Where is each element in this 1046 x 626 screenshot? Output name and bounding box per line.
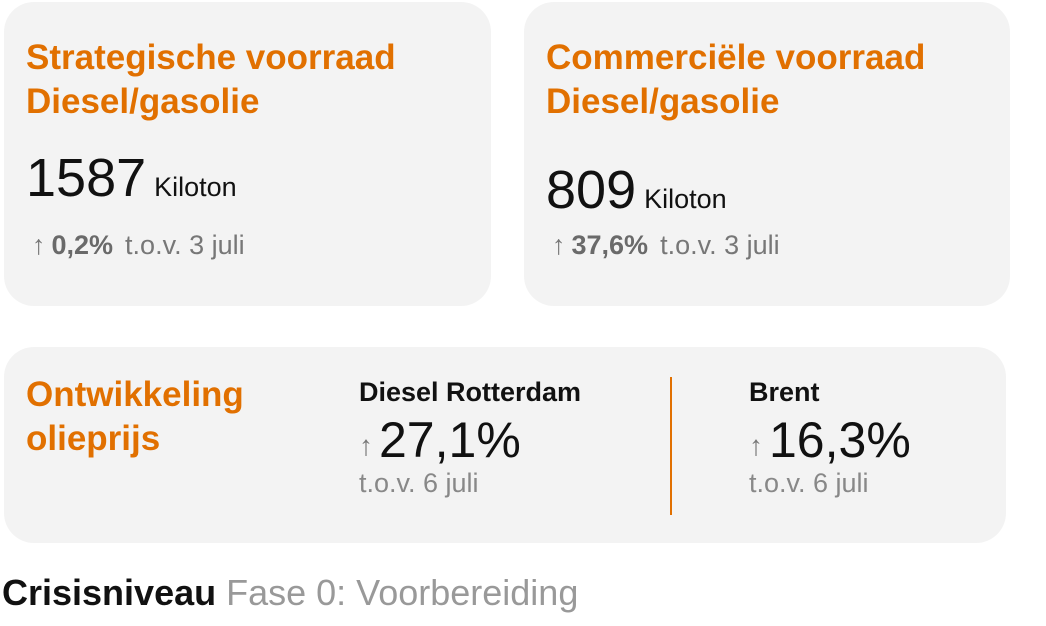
price-label: Brent	[749, 377, 820, 407]
price-brent: Brent ↑ 16,3% t.o.v. 6 juli	[749, 377, 911, 499]
change-value: 16,3%	[769, 412, 911, 468]
divider	[670, 377, 672, 515]
price-change: ↑ 27,1%	[359, 412, 581, 468]
title-line: Commerciële voorraad	[546, 38, 926, 77]
arrow-up-icon: ↑	[749, 430, 763, 461]
compare-text: t.o.v. 6 juli	[749, 468, 869, 498]
compare-text: t.o.v. 3 juli	[660, 230, 780, 260]
arrow-up-icon: ↑	[552, 230, 566, 260]
compare-text: t.o.v. 6 juli	[359, 468, 479, 498]
title-line: olieprijs	[26, 419, 161, 458]
arrow-up-icon: ↑	[32, 230, 46, 260]
title-line: Ontwikkeling	[26, 375, 244, 414]
unit: Kiloton	[644, 184, 727, 214]
value: 809	[546, 160, 637, 220]
card-strategic-stock: Strategische voorraad Diesel/gasolie 1587…	[4, 2, 491, 306]
arrow-up-icon: ↑	[359, 430, 373, 461]
change-value: 27,1%	[379, 412, 521, 468]
card-commercial-stock: Commerciële voorraad Diesel/gasolie 809 Ki…	[524, 2, 1010, 306]
card-oil-price: Ontwikkeling olieprijs Diesel Rotterdam ↑…	[4, 347, 1006, 543]
crisis-level: Crisisniveau Fase 0: Voorbereiding	[2, 572, 578, 614]
crisis-value: Fase 0: Voorbereiding	[226, 572, 579, 613]
change-value: 37,6%	[571, 230, 649, 260]
price-label: Diesel Rotterdam	[359, 377, 582, 407]
title-line: Diesel/gasolie	[546, 82, 780, 121]
compare-text: t.o.v. 3 juli	[125, 230, 245, 260]
change: ↑ 0,2% t.o.v. 3 juli	[32, 230, 245, 261]
change: ↑ 37,6% t.o.v. 3 juli	[552, 230, 780, 261]
stock-value: 1587 Kiloton	[26, 148, 237, 217]
value: 1587	[26, 148, 147, 208]
title-line: Diesel/gasolie	[26, 82, 260, 121]
title-line: Strategische voorraad	[26, 38, 396, 77]
price-change: ↑ 16,3%	[749, 412, 911, 468]
card-title: Strategische voorraad Diesel/gasolie	[26, 36, 396, 124]
card-title: Ontwikkeling olieprijs	[26, 373, 244, 461]
change-value: 0,2%	[51, 230, 114, 260]
price-diesel-rotterdam: Diesel Rotterdam ↑ 27,1% t.o.v. 6 juli	[359, 377, 581, 499]
unit: Kiloton	[154, 172, 237, 202]
stock-value: 809 Kiloton	[546, 160, 727, 229]
card-title: Commerciële voorraad Diesel/gasolie	[546, 36, 925, 124]
crisis-label: Crisisniveau	[2, 572, 217, 613]
